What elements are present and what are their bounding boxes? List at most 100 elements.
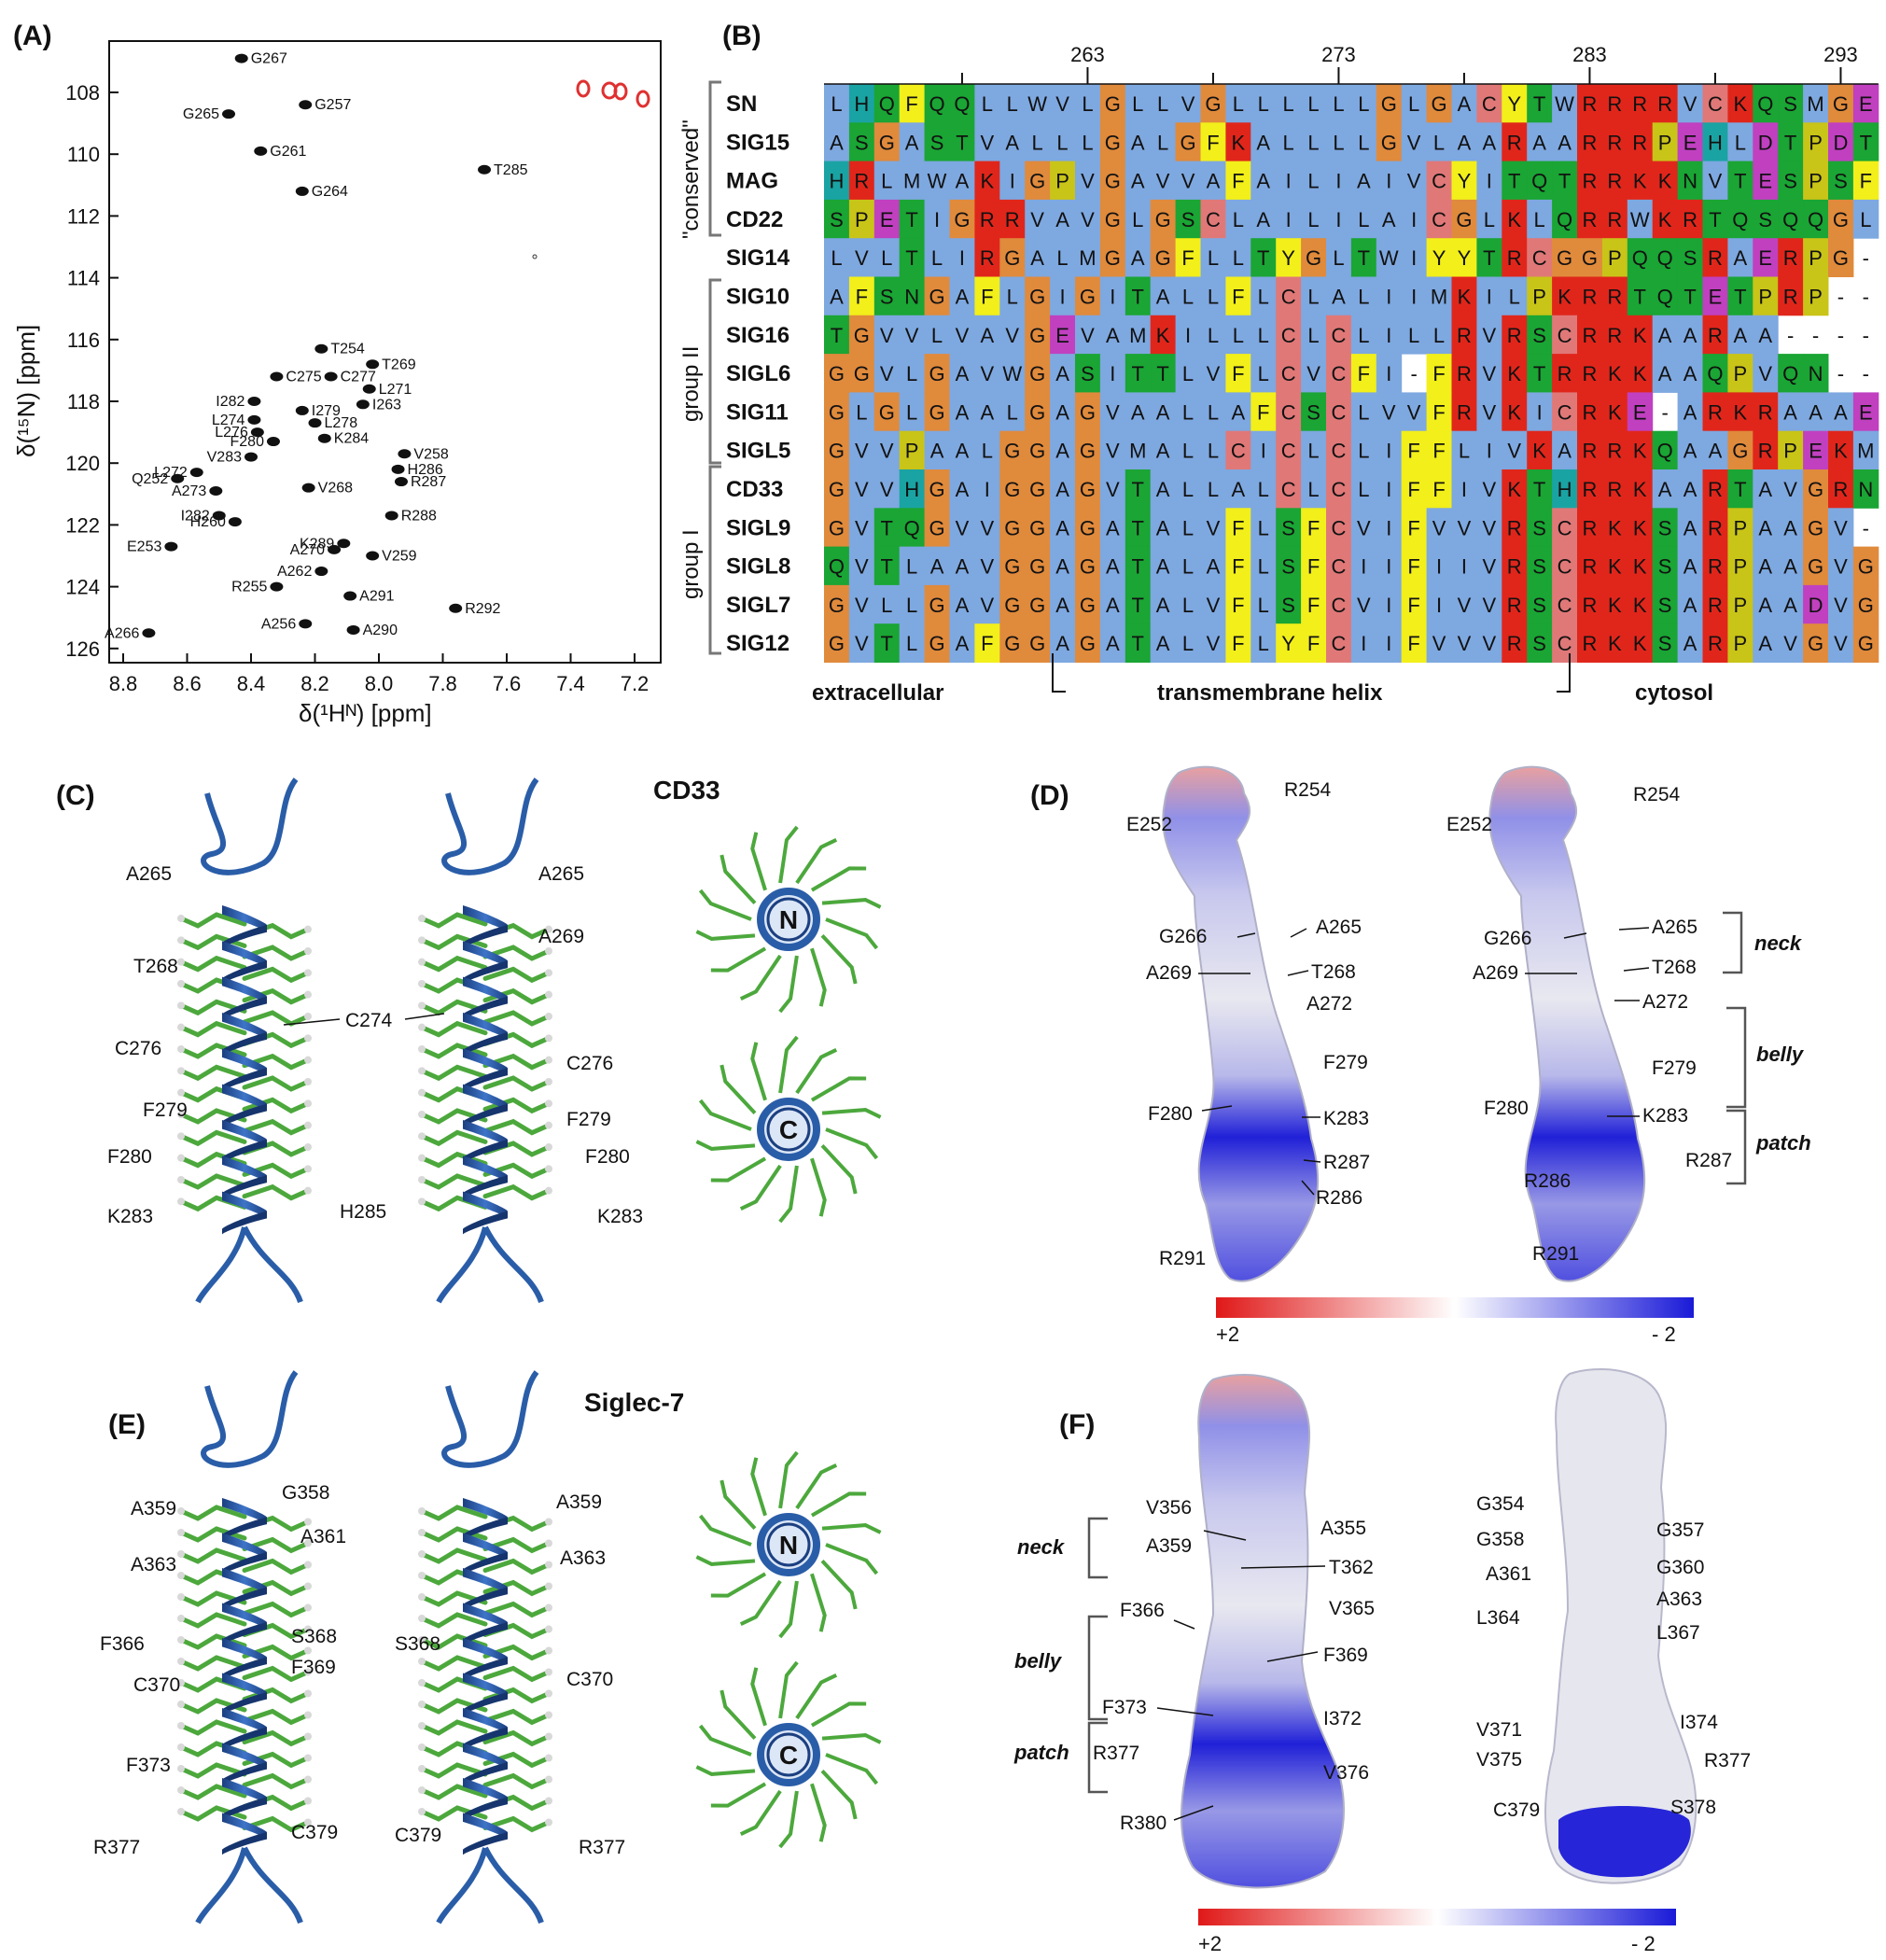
residue-letter: A xyxy=(1709,440,1723,463)
residue-letter: A xyxy=(956,594,970,617)
hydrogen-atom xyxy=(545,1121,552,1129)
residue-letter: F xyxy=(1232,594,1244,617)
residue-cell xyxy=(1601,354,1628,393)
residue-letter: F xyxy=(1407,478,1419,501)
residue-letter: G xyxy=(1808,516,1823,539)
hydrogen-atom xyxy=(545,1078,552,1085)
residue-letter: I xyxy=(1436,594,1442,617)
residue-letter: I xyxy=(1335,170,1341,193)
residue-letter: L xyxy=(906,362,917,385)
residue-letter: W xyxy=(1630,208,1650,231)
residue-letter: A xyxy=(1758,478,1772,501)
helix-ribbon-turn xyxy=(463,1084,508,1112)
residue-label: F366 xyxy=(100,1633,145,1655)
residue-letter: G xyxy=(1029,594,1045,617)
residue-letter: F xyxy=(1407,632,1419,655)
residue-cell xyxy=(1652,199,1679,239)
residue-letter: V xyxy=(1407,400,1421,424)
residue-letter: C xyxy=(1558,516,1572,539)
sequence-name: CD22 xyxy=(726,207,783,232)
residue-cell xyxy=(1476,623,1502,663)
residue-label: A363 xyxy=(560,1547,606,1569)
residue-cell xyxy=(1426,276,1452,316)
residue-label: A265 xyxy=(1316,917,1362,938)
side-chain-stick xyxy=(178,1719,247,1736)
residue-cell xyxy=(848,508,875,548)
hydrogen-atom xyxy=(304,1797,312,1805)
residue-letter: I xyxy=(1436,555,1442,579)
hydrogen-atom xyxy=(304,1165,312,1173)
helix-ribbon-back xyxy=(463,1727,508,1750)
residue-cell xyxy=(1401,584,1428,624)
residue-letter: Y xyxy=(1281,632,1295,655)
siglec7-surface-right-basic xyxy=(1558,1806,1691,1878)
residue-cell xyxy=(1175,161,1201,201)
side-chain-stick xyxy=(778,825,799,884)
residue-cell xyxy=(873,508,901,548)
side-chain-stick xyxy=(419,1784,488,1800)
x-tick-label: 7.8 xyxy=(428,672,457,695)
residue-cell xyxy=(1727,623,1753,663)
hydrogen-atom xyxy=(418,915,426,922)
residue-cell xyxy=(1099,84,1126,123)
residue-letter: G xyxy=(1029,440,1045,463)
residue-cell xyxy=(1125,392,1152,432)
residue-cell xyxy=(1050,276,1076,316)
helix-ribbon-turn xyxy=(222,1013,267,1040)
residue-cell xyxy=(1727,546,1753,586)
peak-label: T285 xyxy=(494,162,528,178)
residue-letter: L xyxy=(1208,286,1219,309)
residue-letter: G xyxy=(1029,362,1045,385)
hydrogen-atom xyxy=(418,1786,426,1794)
side-chain-stick xyxy=(178,1064,247,1082)
nmr-peak xyxy=(244,452,258,462)
helix-terminus-label: N xyxy=(779,1531,798,1560)
nmr-peak xyxy=(308,418,322,428)
residue-letter: A xyxy=(956,400,970,424)
y-tick-label: 122 xyxy=(65,513,100,537)
residue-cell xyxy=(1426,508,1452,548)
residue-cell xyxy=(1200,584,1226,624)
residue-label: G358 xyxy=(1476,1529,1524,1550)
residue-cell xyxy=(1803,199,1829,239)
residue-cell xyxy=(1376,392,1403,432)
side-chain-stick xyxy=(795,837,838,885)
residue-letter: G xyxy=(854,324,870,347)
scale-left-label: +2 xyxy=(1198,1932,1222,1955)
residue-cell xyxy=(1225,392,1251,432)
residue-label: K283 xyxy=(1642,1105,1688,1127)
peak-label: A256 xyxy=(261,616,296,632)
residue-letter: A xyxy=(1055,400,1069,424)
residue-letter: V xyxy=(880,440,894,463)
nmr-peak xyxy=(250,427,264,438)
residue-letter: G xyxy=(1080,440,1096,463)
residue-letter: L xyxy=(1208,400,1219,424)
residue-letter: S xyxy=(830,208,844,231)
residue-letter: M xyxy=(1129,440,1146,463)
residue-letter: G xyxy=(1808,555,1823,579)
residue-cell xyxy=(1225,430,1251,470)
sequence-name: SIG14 xyxy=(726,245,790,271)
side-chain-stick xyxy=(482,1665,552,1683)
hydrogen-atom xyxy=(177,1679,185,1687)
residue-cell xyxy=(1075,623,1101,663)
helix-ribbon-turn xyxy=(222,1084,267,1112)
residue-letter: F xyxy=(1432,362,1445,385)
residue-letter: L xyxy=(1258,555,1269,579)
helix-ribbon-back xyxy=(463,1552,508,1575)
helix-ribbon-turn xyxy=(463,1638,508,1665)
residue-cell xyxy=(824,584,850,624)
residue-cell xyxy=(999,122,1026,162)
side-chain-stick xyxy=(698,1724,752,1757)
residue-letter: G xyxy=(1029,400,1045,424)
leader-line xyxy=(1290,928,1307,938)
residue-letter: L xyxy=(1182,286,1194,309)
residue-cell xyxy=(848,584,875,624)
residue-cell xyxy=(974,430,1000,470)
residue-letter: K xyxy=(1633,555,1647,579)
residue-letter: P xyxy=(1532,286,1546,309)
residue-letter: A xyxy=(1207,555,1221,579)
residue-cell xyxy=(1502,199,1528,239)
peak-label: K289 xyxy=(300,536,334,552)
residue-cell xyxy=(1025,199,1051,239)
